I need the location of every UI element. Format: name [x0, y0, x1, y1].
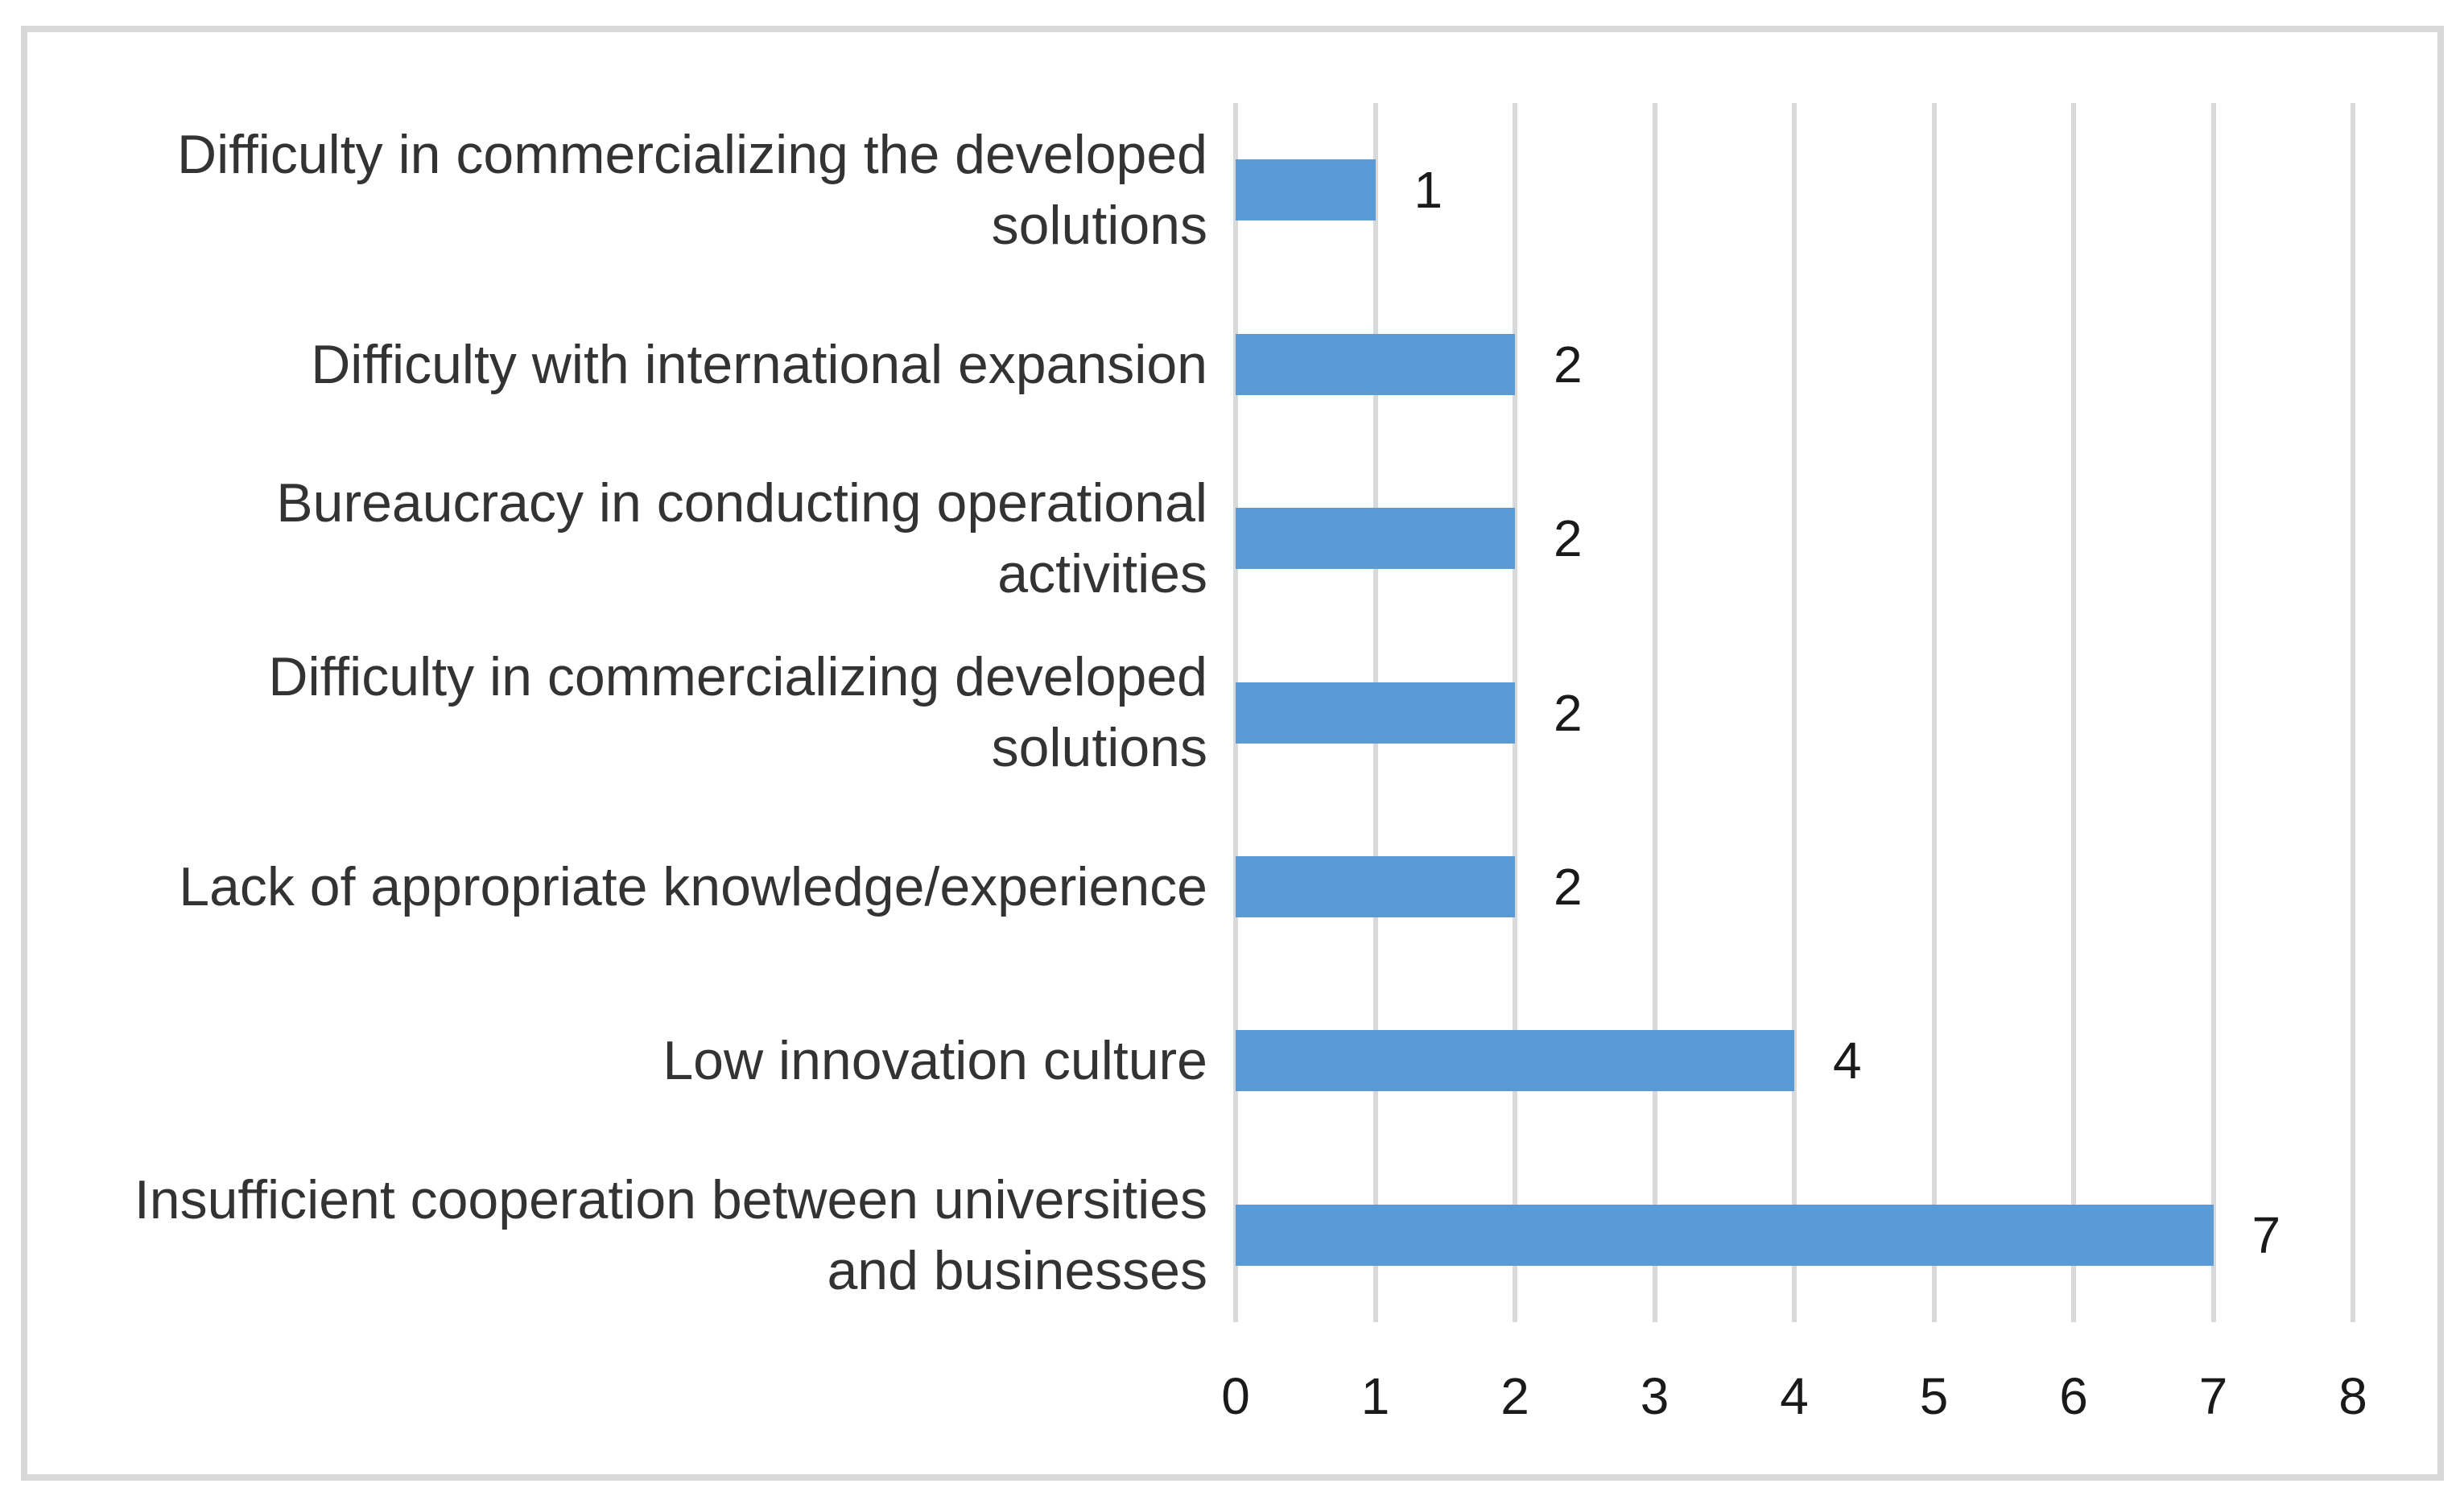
gridline: [1513, 103, 1517, 1322]
gridline: [2350, 103, 2355, 1322]
x-axis-tick-label: 2: [1500, 1367, 1529, 1425]
category-label: Difficulty in commercializing developed s…: [24, 625, 1207, 799]
gridline: [1931, 103, 1937, 1322]
data-label: 2: [1554, 683, 1583, 742]
category-label-line: Difficulty with international expansion: [311, 333, 1207, 395]
category-label-line: Bureaucracy in conducting operational: [276, 472, 1207, 534]
gridline: [1792, 103, 1797, 1322]
category-label: Bureaucracy in conducting operational act…: [24, 451, 1207, 625]
x-axis-tick-label: 8: [2338, 1367, 2367, 1425]
gridline: [2071, 103, 2076, 1322]
category-label-line: solutions: [991, 195, 1207, 257]
data-label: 1: [1414, 161, 1443, 220]
bar-segment: [1236, 855, 1515, 917]
category-label-line: Difficulty in commercializing the develo…: [176, 124, 1207, 186]
data-label: 2: [1554, 857, 1583, 916]
category-label-line: Insufficient cooperation between univers…: [134, 1168, 1207, 1230]
gridline: [1652, 103, 1657, 1322]
category-label: Insufficient cooperation between univers…: [24, 1148, 1207, 1322]
bar-segment: [1236, 682, 1515, 744]
x-axis-tick-label: 3: [1640, 1367, 1669, 1425]
bar-segment: [1236, 159, 1376, 221]
category-label: Difficulty in commercializing the develo…: [24, 103, 1207, 277]
category-label-line: activities: [997, 543, 1207, 605]
category-label: Difficulty with international expansion: [24, 277, 1207, 451]
category-label-line: Low innovation culture: [662, 1030, 1207, 1092]
x-axis-tick-label: 5: [1919, 1367, 1949, 1425]
data-label: 2: [1554, 509, 1583, 568]
category-label-line: and businesses: [827, 1239, 1207, 1301]
bar-segment: [1236, 508, 1515, 570]
data-label: 7: [2251, 1205, 2281, 1264]
data-label: 4: [1833, 1032, 1862, 1090]
x-axis-tick-label: 1: [1360, 1367, 1390, 1425]
x-axis-tick-label: 7: [2198, 1367, 2228, 1425]
category-label: Lack of appropriate knowledge/experience: [24, 800, 1207, 974]
x-axis-tick-label: 0: [1221, 1367, 1250, 1425]
x-axis-tick-label: 4: [1780, 1367, 1809, 1425]
category-label-line: Difficulty in commercializing developed: [268, 646, 1207, 708]
category-label: Low innovation culture: [24, 974, 1207, 1148]
bar-segment: [1236, 333, 1515, 395]
bar-segment: [1236, 1030, 1794, 1092]
x-axis-tick-label: 6: [2059, 1367, 2088, 1425]
bar-segment: [1236, 1204, 2214, 1266]
category-label-line: solutions: [991, 717, 1207, 779]
category-label-line: Lack of appropriate knowledge/experience: [179, 855, 1207, 917]
data-label: 2: [1554, 335, 1583, 394]
gridline: [2210, 103, 2216, 1322]
